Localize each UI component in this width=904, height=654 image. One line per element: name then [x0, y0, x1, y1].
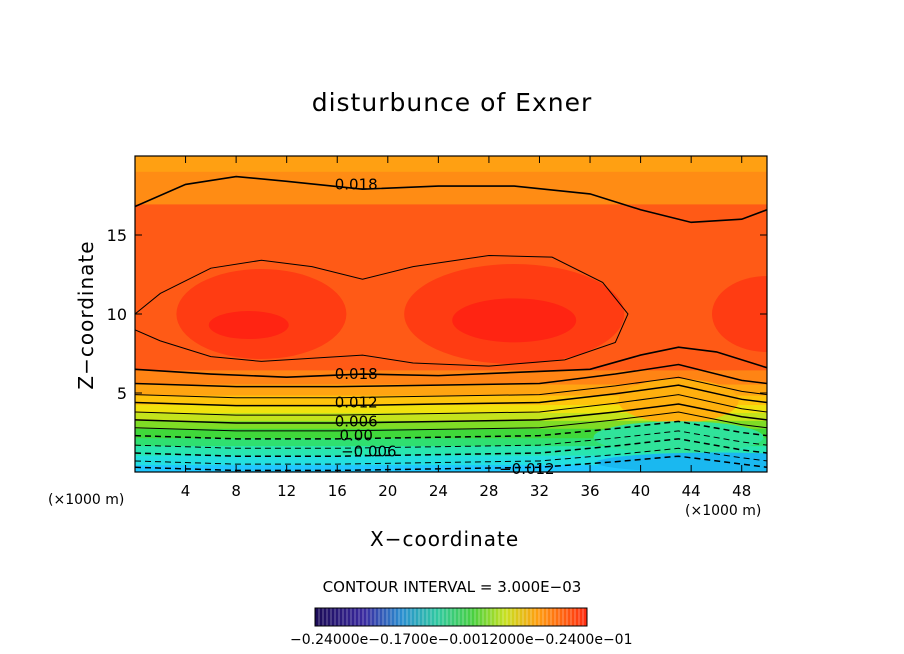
x-unit-right: (×1000 m): [685, 503, 762, 519]
x-tick-label: 32: [530, 482, 549, 500]
x-tick-label: 12: [277, 482, 296, 500]
x-tick-label: 4: [181, 482, 191, 500]
contour-fill: [135, 156, 767, 472]
y-tick-label: 10: [107, 305, 127, 324]
x-tick-label: 24: [429, 482, 448, 500]
colorbar-labels: −0.24000e−0.1700e−0.0012000e−0.2400e−01: [290, 632, 633, 648]
x-tick-label: 48: [732, 482, 751, 500]
contour-label: 0.012: [335, 393, 378, 411]
x-tick-label: 40: [631, 482, 650, 500]
contour-label: −0.006: [341, 442, 397, 460]
contour-label: 0.018: [335, 175, 378, 193]
x-tick-label: 44: [682, 482, 701, 500]
x-tick-label: 8: [231, 482, 241, 500]
y-axis-label: Z−coordinate: [74, 240, 98, 390]
x-axis-label: X−coordinate: [370, 527, 520, 551]
x-tick-label: 36: [580, 482, 599, 500]
contour-label: 0.00: [339, 427, 372, 445]
x-tick-label: 20: [378, 482, 397, 500]
x-tick-label: 28: [479, 482, 498, 500]
contour-lines: [135, 175, 767, 472]
contour-label: 0.006: [335, 412, 378, 430]
y-tick-label: 5: [117, 384, 127, 403]
x-unit-left: (×1000 m): [48, 492, 125, 508]
contour-label: −0.012: [499, 460, 555, 478]
y-tick-label: 15: [107, 226, 127, 245]
contour-interval-text: CONTOUR INTERVAL = 3.000E−03: [322, 578, 582, 596]
contour-label: 0.018: [335, 365, 378, 383]
chart-title: disturbunce of Exner: [311, 88, 593, 117]
colorbar: [314, 607, 588, 627]
x-tick-label: 16: [328, 482, 347, 500]
